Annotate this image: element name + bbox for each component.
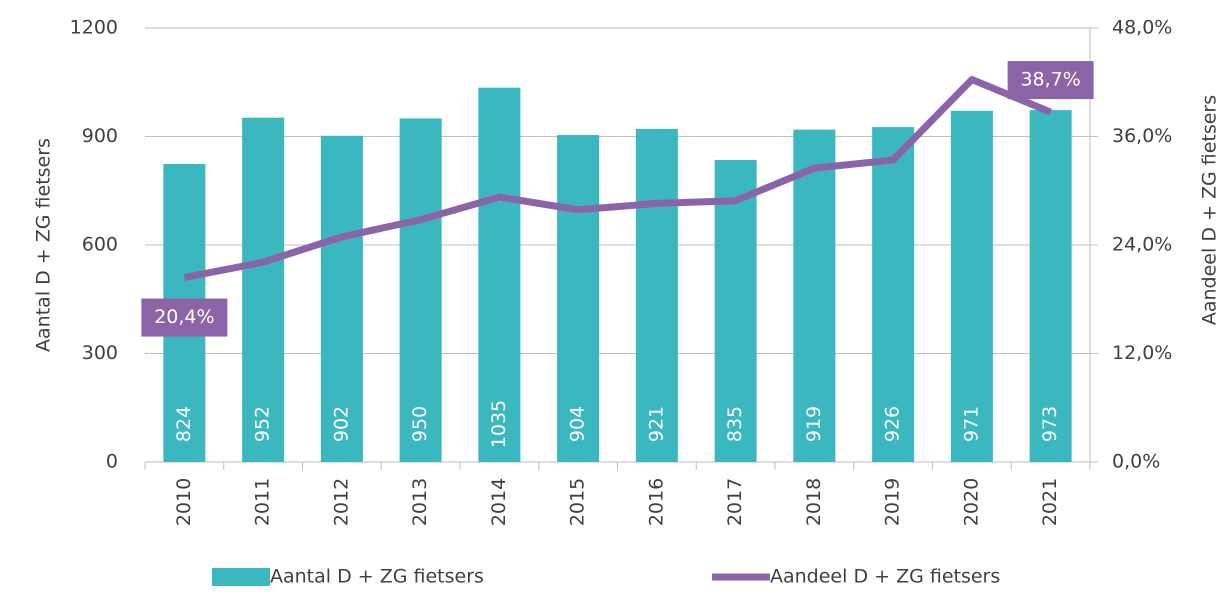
x-tick-label: 2018 [803,478,825,526]
y2-tick-label: 36,0% [1112,125,1172,147]
line-value-label: 20,4% [154,306,214,328]
y-tick-label: 600 [82,234,118,256]
y2-axis-title: Aandeel D + ZG fietsers [1199,95,1221,325]
x-tick-label: 2017 [724,478,746,526]
bar-value-label: 926 [882,406,904,442]
bar-value-label: 902 [330,406,352,442]
x-tick-label: 2016 [645,478,667,526]
legend-label: Aandeel D + ZG fietsers [770,566,1000,588]
line-value-label: 38,7% [1020,69,1080,91]
bar-value-label: 973 [1039,406,1061,442]
legend-swatch [212,568,270,586]
x-tick-label: 2011 [252,478,274,526]
y2-tick-label: 24,0% [1112,234,1172,256]
bar-value-label: 952 [252,406,274,442]
bar-value-label: 919 [803,406,825,442]
bar-value-label: 921 [645,406,667,442]
x-tick-label: 2021 [1039,478,1061,526]
y-tick-label: 1200 [70,17,118,39]
x-tick-label: 2010 [173,478,195,526]
x-tick-label: 2012 [330,478,352,526]
y2-tick-label: 0,0% [1112,451,1160,473]
y-tick-label: 900 [82,125,118,147]
y-tick-label: 300 [82,342,118,364]
chart: Aantal D + ZG fietsers Aandeel D + ZG fi… [0,0,1229,596]
x-tick-label: 2013 [409,478,431,526]
y-axis-title: Aantal D + ZG fietsers [33,138,55,352]
y2-tick-label: 48,0% [1112,17,1172,39]
x-tick-label: 2019 [882,478,904,526]
x-tick-label: 2014 [488,478,510,526]
bar-value-label: 950 [409,406,431,442]
bar-value-label: 835 [724,406,746,442]
bar-value-label: 1035 [488,400,510,448]
legend-label: Aantal D + ZG fietsers [270,566,484,588]
y2-tick-label: 12,0% [1112,342,1172,364]
bar-value-label: 904 [567,406,589,442]
y-tick-label: 0 [106,451,118,473]
bar-value-label: 971 [960,406,982,442]
bar-value-label: 824 [173,406,195,442]
x-tick-label: 2020 [960,478,982,526]
x-tick-label: 2015 [567,478,589,526]
